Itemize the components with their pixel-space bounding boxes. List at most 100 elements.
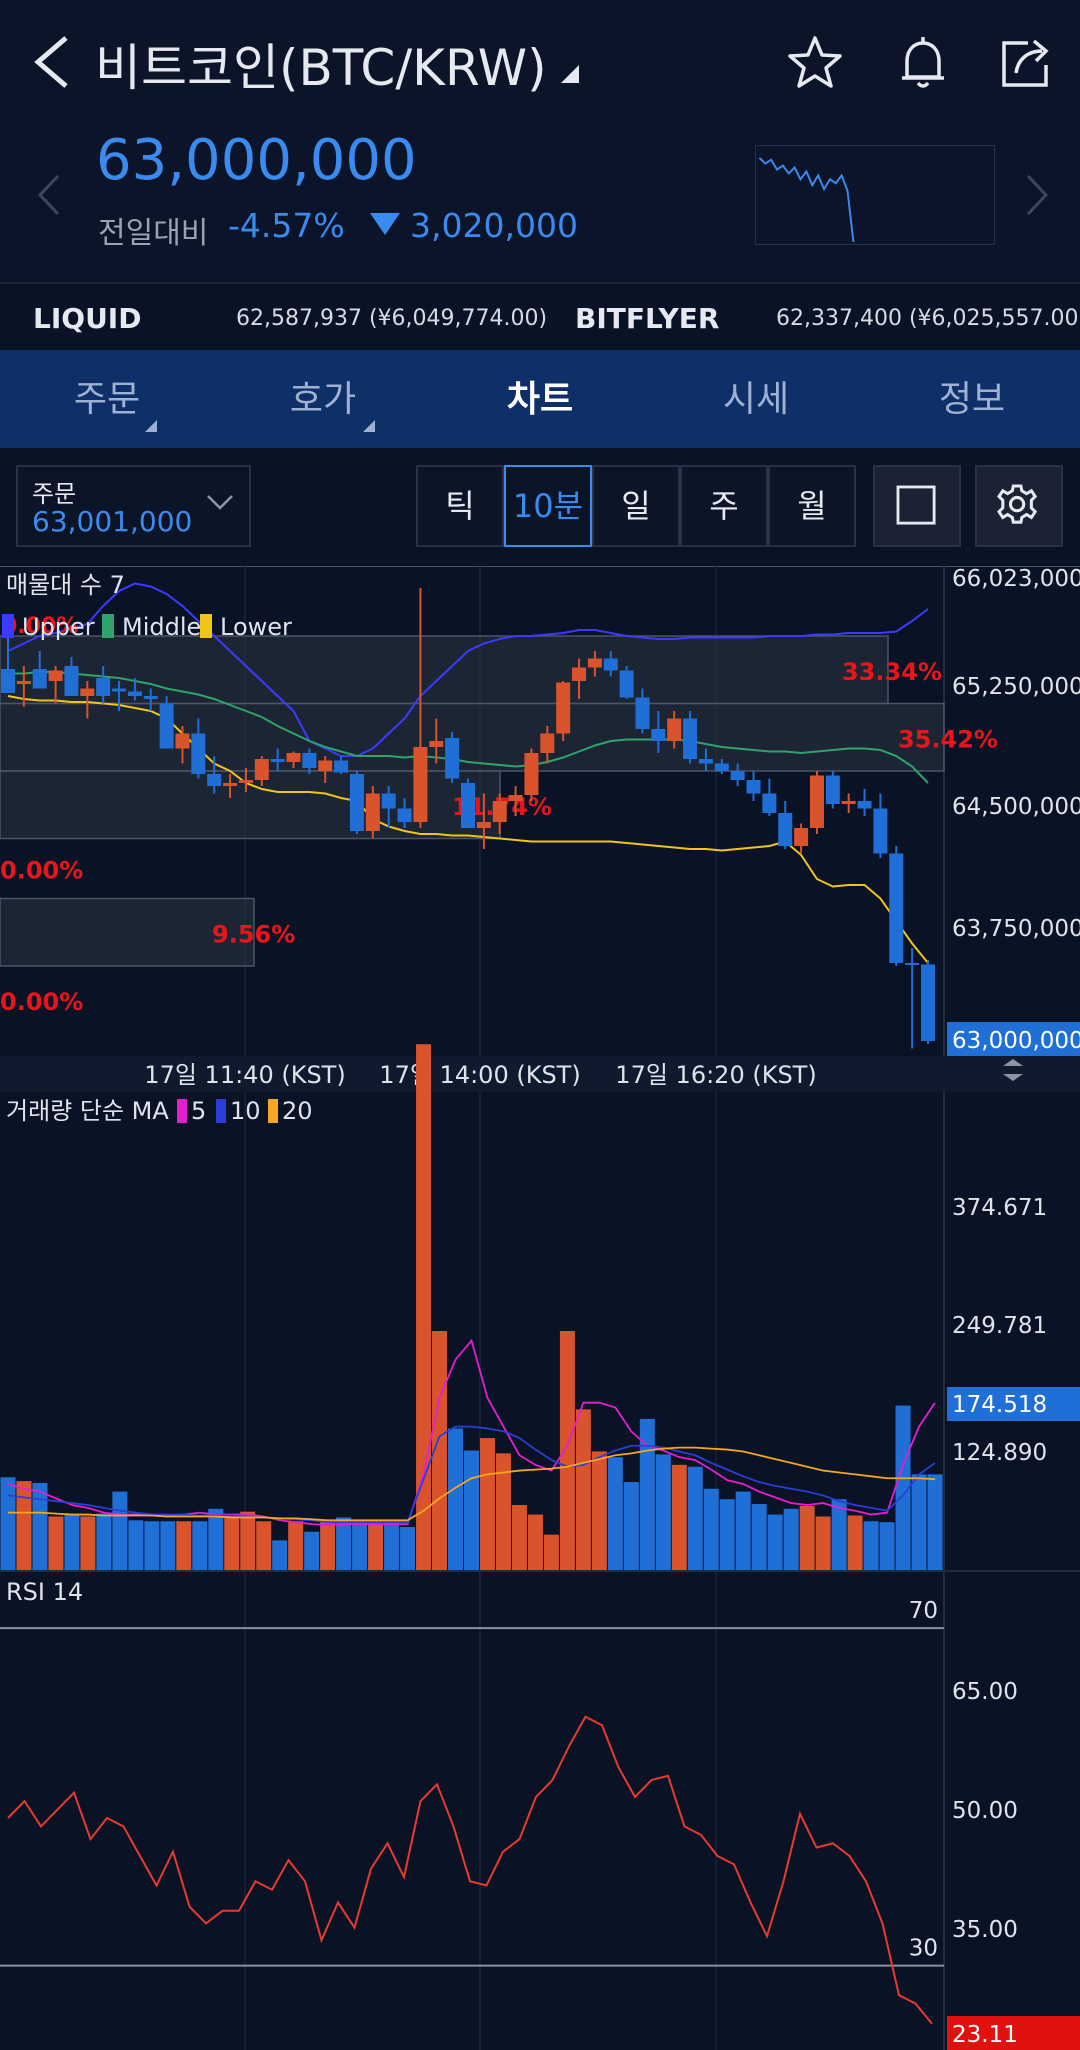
candle-body — [603, 658, 618, 671]
legend-swatch — [200, 614, 212, 638]
volume-bar — [464, 1450, 479, 1570]
legend-label: 5 — [191, 1097, 206, 1125]
volume-bar — [64, 1514, 80, 1570]
scroll-up-arrow-icon — [1003, 1059, 1023, 1066]
volume-bar — [767, 1514, 783, 1570]
candle-body — [32, 669, 47, 689]
candle-body — [286, 753, 301, 762]
rsi-level-label: 70 — [909, 1598, 938, 1624]
volume-axis-tick: 374.671 — [952, 1195, 1047, 1221]
tab-orderbook[interactable]: 호가 — [289, 379, 357, 420]
legend-swatch — [177, 1099, 187, 1123]
volume-profile-percent: 0.00% — [0, 988, 83, 1016]
chevron-down-icon — [207, 495, 233, 510]
current-volume-tag — [947, 1387, 1080, 1421]
volume-bar — [272, 1540, 288, 1570]
tab-quotes[interactable]: 시세 — [722, 379, 790, 420]
volume-bar — [416, 1044, 432, 1570]
price-axis-tick: 66,023,000 — [952, 566, 1080, 592]
candle-body — [334, 760, 349, 773]
volume-bar — [751, 1504, 767, 1570]
tab-order[interactable]: 주문 — [73, 379, 141, 420]
tab-chart[interactable]: 차트 — [506, 379, 574, 420]
coin-title[interactable]: 비트코인(BTC/KRW) — [95, 28, 579, 100]
candle-body — [714, 763, 729, 771]
volume-profile-percent: 0.00% — [0, 857, 83, 885]
candle-body — [381, 793, 396, 809]
chevron-left-icon[interactable] — [34, 170, 64, 220]
volume-bar — [224, 1514, 240, 1570]
layout-button[interactable] — [873, 465, 961, 547]
current-price: 63,000,000 — [96, 128, 417, 193]
price-axis-tick: 63,750,000 — [952, 916, 1080, 942]
period-tick-button[interactable]: 틱 — [416, 465, 504, 547]
period-month-button[interactable]: 월 — [768, 465, 856, 547]
candle-body — [524, 753, 539, 795]
volume-bar — [655, 1454, 671, 1570]
star-icon[interactable] — [785, 33, 845, 93]
candle-body — [349, 774, 364, 831]
rsi-level-label: 30 — [909, 1936, 938, 1962]
candle-body — [587, 658, 602, 668]
volume-ma20-line — [8, 1446, 936, 1522]
volume-profile-percent: 33.34% — [842, 658, 942, 686]
back-icon[interactable] — [30, 34, 74, 90]
legend-label: Upper — [22, 613, 95, 641]
volume-bar — [448, 1428, 464, 1570]
period-day-button[interactable]: 일 — [592, 465, 680, 547]
legend-swatch — [216, 1099, 226, 1123]
candle-body — [556, 682, 571, 734]
candle-body — [730, 771, 745, 780]
tab-info[interactable]: 정보 — [938, 379, 1006, 420]
legend-swatch — [2, 614, 14, 638]
volume-bar — [879, 1522, 895, 1570]
rsi-axis-tick: 35.00 — [952, 1917, 1018, 1943]
candle-body — [64, 666, 79, 696]
volume-bar — [495, 1453, 511, 1570]
down-triangle-icon — [370, 213, 400, 235]
volume-bar — [735, 1491, 751, 1570]
chart-area[interactable]: 33.34%35.42%11.74%0.00%9.56%0.00%매물대 수 7… — [0, 566, 1080, 2050]
current-price-tag — [947, 1022, 1080, 1056]
volume-bar — [575, 1409, 591, 1570]
volume-bar — [799, 1505, 815, 1570]
volume-bar — [895, 1405, 911, 1570]
volume-bar — [831, 1499, 847, 1570]
volume-bar — [240, 1511, 256, 1570]
share-icon[interactable] — [996, 33, 1056, 93]
volume-bar — [527, 1514, 543, 1570]
volume-profile-zone — [0, 897, 255, 967]
chevron-right-icon[interactable] — [1022, 170, 1052, 220]
current-volume-tag-label: 174.518 — [952, 1392, 1047, 1418]
change-percent: -4.57% — [228, 206, 345, 245]
candle-body — [857, 801, 872, 809]
dropdown-triangle-icon — [363, 420, 375, 432]
candle-body — [476, 822, 491, 828]
order-price-selector[interactable] — [16, 465, 251, 547]
dropdown-triangle-icon — [560, 65, 579, 83]
period-week-button[interactable]: 주 — [680, 465, 768, 547]
candle-body — [191, 733, 206, 774]
volume-bar — [623, 1482, 639, 1570]
settings-button[interactable] — [975, 465, 1063, 547]
candle-body — [873, 808, 888, 854]
rsi-axis-tick: 65.00 — [952, 1679, 1018, 1705]
exchange-bar — [0, 282, 1080, 350]
candle-body — [302, 753, 317, 768]
volume-bar — [511, 1504, 527, 1570]
volume-bar — [384, 1522, 400, 1570]
period-10min-button[interactable]: 10분 — [504, 465, 592, 547]
candle-body — [508, 795, 523, 801]
bell-icon[interactable] — [893, 33, 953, 93]
bollinger-upper-line — [7, 582, 929, 757]
volume-bar — [336, 1517, 352, 1570]
current-rsi-tag — [947, 2016, 1080, 2050]
volume-bar — [719, 1499, 735, 1570]
candle-body — [619, 670, 634, 698]
time-axis-tick: 17일 11:40 (KST) — [144, 1061, 345, 1089]
volume-profile-percent: 9.56% — [212, 920, 295, 948]
candle-body — [1, 669, 15, 693]
volume-bar — [815, 1516, 831, 1570]
current-rsi-tag-label: 23.11 — [952, 2022, 1018, 2048]
indicator-label: RSI 14 — [6, 1578, 83, 1606]
